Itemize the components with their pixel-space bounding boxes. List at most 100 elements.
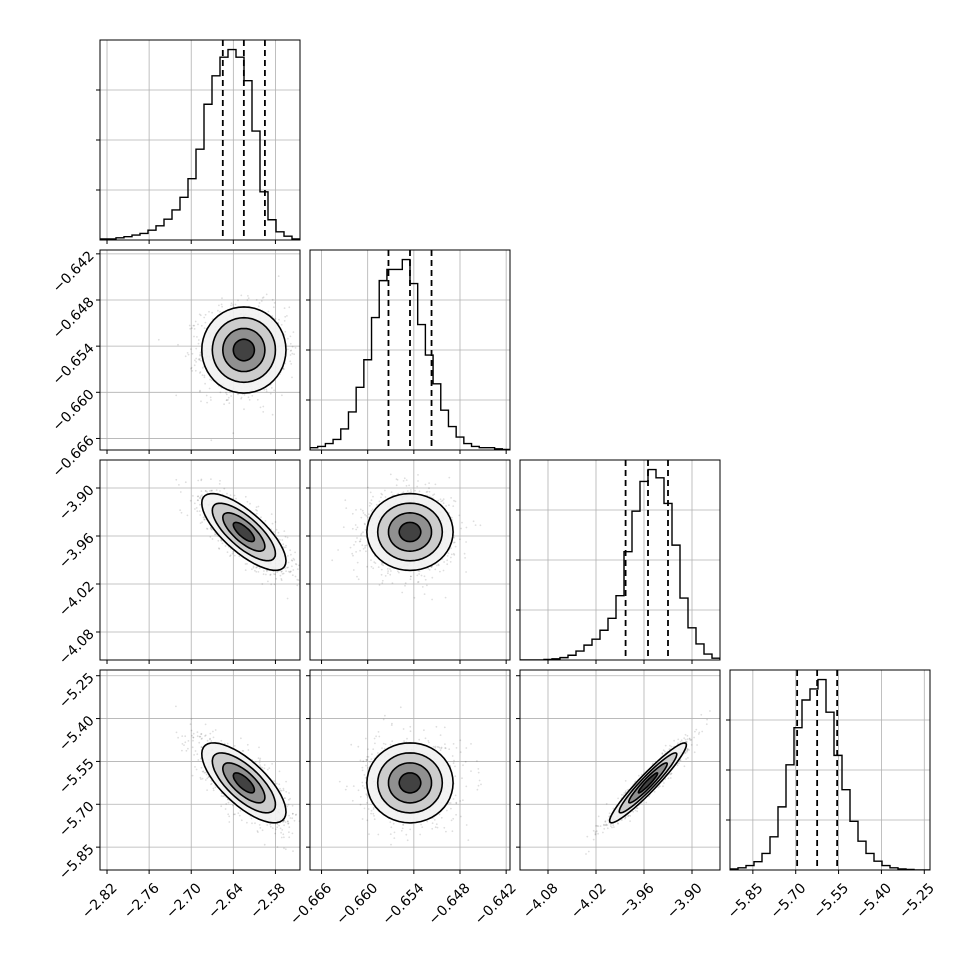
scatter-point-1-0 bbox=[274, 318, 277, 320]
scatter-point-2-1 bbox=[410, 491, 412, 493]
scatter-point-2-1 bbox=[443, 561, 445, 563]
scatter-point-3-0 bbox=[187, 747, 189, 750]
scatter-point-1-0 bbox=[190, 366, 193, 369]
scatter-point-2-1 bbox=[370, 559, 372, 561]
scatter-point-2-0 bbox=[221, 542, 224, 545]
scatter-point-2-1 bbox=[424, 483, 427, 486]
scatter-point-3-0 bbox=[287, 822, 290, 825]
scatter-point-3-0 bbox=[187, 740, 190, 742]
scatter-point-2-1 bbox=[362, 531, 364, 534]
scatter-point-2-0 bbox=[219, 479, 221, 482]
scatter-point-2-1 bbox=[390, 570, 392, 572]
scatter-point-2-0 bbox=[252, 565, 255, 568]
contour-line-2-1-1 bbox=[376, 502, 444, 562]
scatter-point-2-1 bbox=[370, 503, 373, 505]
scatter-point-2-1 bbox=[408, 484, 410, 487]
scatter-point-3-0 bbox=[210, 740, 213, 742]
scatter-point-2-0 bbox=[199, 522, 202, 524]
scatter-point-2-1 bbox=[450, 553, 453, 556]
scatter-point-2-1 bbox=[449, 561, 452, 563]
contour-fill-1-0-3 bbox=[233, 339, 255, 361]
scatter-point-2-1 bbox=[374, 562, 377, 564]
scatter-point-2-0 bbox=[198, 510, 201, 512]
scatter-point-2-1 bbox=[464, 557, 466, 559]
scatter-point-2-0 bbox=[262, 573, 265, 576]
scatter-point-2-1 bbox=[380, 573, 383, 576]
scatter-point-3-0 bbox=[201, 770, 204, 773]
scatter-point-2-0 bbox=[218, 548, 221, 550]
scatter-point-2-1 bbox=[331, 559, 334, 562]
ytick-label-1-4: −0.666 bbox=[50, 433, 98, 481]
scatter-point-2-0 bbox=[261, 583, 264, 585]
scatter-point-3-0 bbox=[234, 813, 236, 816]
scatter-point-1-0 bbox=[225, 399, 228, 402]
scatter-point-2-0 bbox=[256, 566, 258, 568]
scatter-point-2-0 bbox=[269, 574, 272, 576]
scatter-point-3-0 bbox=[194, 766, 196, 768]
panel-1-0 bbox=[96, 249, 303, 454]
scatter-point-3-0 bbox=[200, 733, 203, 735]
scatter-point-3-0 bbox=[279, 787, 281, 790]
scatter-point-2-1 bbox=[417, 581, 419, 584]
scatter-point-1-0 bbox=[201, 367, 204, 369]
scatter-point-2-0 bbox=[282, 543, 285, 546]
ytick-label-2-2: −4.02 bbox=[56, 578, 98, 620]
scatter-point-1-0 bbox=[210, 439, 213, 442]
scatter-point-3-0 bbox=[256, 830, 259, 832]
scatter-point-3-0 bbox=[200, 778, 202, 780]
scatter-point-2-0 bbox=[199, 514, 202, 516]
scatter-point-2-0 bbox=[204, 490, 207, 492]
scatter-point-2-0 bbox=[201, 494, 203, 496]
scatter-point-1-0 bbox=[265, 388, 268, 391]
scatter-point-3-0 bbox=[196, 735, 199, 738]
scatter-point-3-0 bbox=[220, 795, 223, 797]
contour-fill-2-0-3 bbox=[233, 522, 255, 542]
scatter-point-2-1 bbox=[445, 505, 447, 507]
scatter-point-1-0 bbox=[301, 365, 303, 367]
scatter-point-1-0 bbox=[197, 358, 200, 361]
scatter-point-3-0 bbox=[259, 766, 262, 768]
scatter-point-2-1 bbox=[418, 570, 421, 573]
scatter-point-2-1 bbox=[375, 503, 378, 506]
scatter-point-2-1 bbox=[372, 567, 375, 570]
scatter-point-1-0 bbox=[292, 331, 295, 333]
scatter-point-2-1 bbox=[430, 566, 433, 568]
scatter-point-2-1 bbox=[364, 528, 367, 531]
scatter-point-1-0 bbox=[199, 351, 202, 354]
scatter-point-2-0 bbox=[304, 574, 306, 576]
scatter-point-2-0 bbox=[290, 553, 292, 556]
scatter-point-2-1 bbox=[362, 548, 365, 550]
scatter-point-2-0 bbox=[199, 503, 201, 506]
scatter-point-2-0 bbox=[284, 535, 287, 538]
scatter-point-2-1 bbox=[428, 495, 431, 498]
scatter-point-2-1 bbox=[395, 484, 398, 487]
scatter-point-3-0 bbox=[269, 825, 272, 828]
contour-line-2-1-0 bbox=[366, 492, 454, 572]
scatter-point-1-0 bbox=[219, 310, 221, 313]
scatter-point-3-0 bbox=[257, 757, 260, 759]
scatter-point-2-0 bbox=[274, 573, 276, 576]
scatter-point-1-0 bbox=[175, 394, 178, 397]
scatter-point-2-1 bbox=[370, 499, 373, 502]
scatter-point-3-0 bbox=[246, 821, 248, 824]
scatter-point-2-1 bbox=[342, 526, 345, 529]
scatter-point-2-1 bbox=[428, 490, 431, 493]
scatter-point-2-0 bbox=[196, 499, 199, 501]
contour-line-2-0-1 bbox=[211, 502, 277, 562]
scatter-point-2-0 bbox=[255, 570, 258, 573]
scatter-point-2-0 bbox=[273, 531, 275, 533]
panel-frame-2-1 bbox=[309, 459, 511, 661]
scatter-point-2-0 bbox=[244, 569, 247, 571]
scatter-point-1-0 bbox=[259, 406, 262, 409]
scatter-point-2-0 bbox=[289, 570, 292, 573]
scatter-point-1-0 bbox=[283, 307, 286, 309]
scatter-point-2-1 bbox=[389, 573, 392, 576]
scatter-point-2-1 bbox=[351, 527, 354, 530]
scatter-point-2-0 bbox=[284, 546, 287, 549]
scatter-point-1-0 bbox=[247, 396, 250, 399]
scatter-point-2-1 bbox=[351, 552, 354, 555]
scatter-point-2-0 bbox=[264, 520, 267, 522]
scatter-point-1-0 bbox=[208, 310, 210, 313]
scatter-point-2-0 bbox=[231, 552, 234, 555]
ytick-label-2-3: −4.08 bbox=[56, 626, 98, 668]
